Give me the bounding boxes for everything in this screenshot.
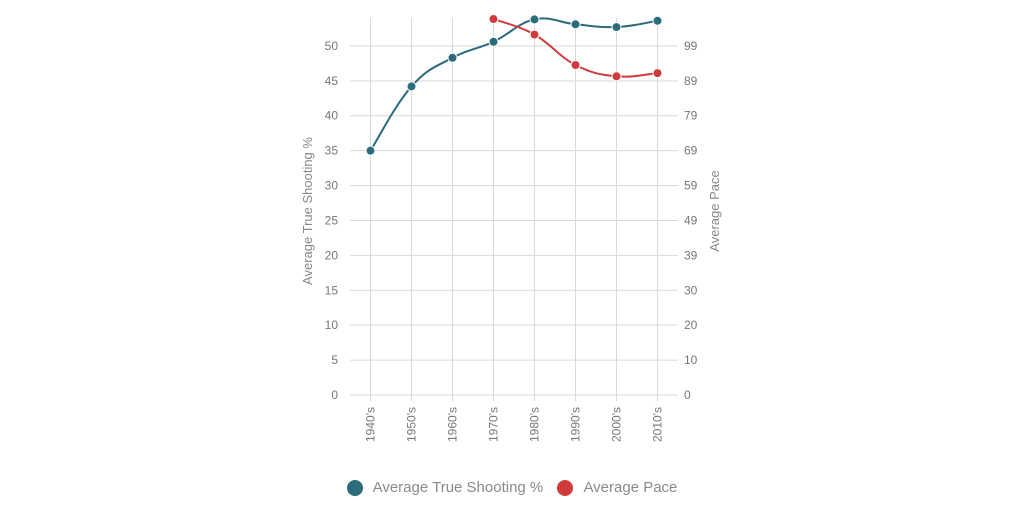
grid — [350, 18, 678, 401]
x-tick-label: 1970's — [487, 407, 501, 442]
right-tick-label: 79 — [684, 109, 698, 123]
right-tick-label: 69 — [684, 144, 698, 158]
right-tick-label: 20 — [684, 318, 698, 332]
data-point-pace[interactable] — [652, 68, 663, 79]
x-tick-label: 1990's — [569, 407, 583, 442]
left-tick-label: 20 — [325, 248, 339, 262]
x-axis-ticks: 1940's 1950's 1960's 1970's 1980's 1990's 2000… — [364, 407, 665, 442]
left-tick-label: 15 — [325, 283, 339, 297]
data-point-true-shooting[interactable] — [488, 36, 499, 47]
legend-label-true-shooting: Average True Shooting % — [372, 479, 544, 496]
right-axis-ticks: 0 10 20 30 39 49 59 69 79 89 99 — [684, 39, 698, 402]
data-point-pace[interactable] — [570, 59, 581, 70]
x-tick-label: 1940's — [364, 407, 378, 442]
data-point-pace[interactable] — [488, 14, 499, 25]
right-tick-label: 0 — [684, 388, 691, 402]
data-point-true-shooting[interactable] — [406, 81, 417, 92]
legend-item-true-shooting[interactable]: Average True Shooting % — [346, 479, 544, 496]
left-tick-label: 50 — [325, 39, 339, 53]
legend-item-pace[interactable]: Average Pace — [557, 479, 677, 496]
x-tick-label: 1960's — [446, 407, 460, 442]
legend-label-pace: Average Pace — [583, 479, 678, 496]
right-tick-label: 59 — [684, 179, 698, 193]
left-tick-label: 35 — [325, 144, 339, 158]
legend: Average True Shooting % Average Pace — [0, 479, 1024, 500]
right-tick-label: 39 — [684, 248, 698, 262]
left-tick-label: 5 — [331, 353, 338, 367]
data-point-true-shooting[interactable] — [652, 15, 663, 26]
data-point-pace[interactable] — [611, 71, 622, 82]
left-tick-label: 25 — [325, 213, 339, 227]
data-point-true-shooting[interactable] — [570, 19, 581, 30]
left-tick-label: 0 — [331, 388, 338, 402]
data-point-true-shooting[interactable] — [529, 14, 540, 25]
legend-marker-pace — [557, 479, 574, 496]
left-axis-ticks: 0 5 10 15 20 25 30 35 40 45 50 — [325, 39, 339, 402]
right-tick-label: 30 — [684, 283, 698, 297]
left-tick-label: 10 — [325, 318, 339, 332]
data-point-pace[interactable] — [529, 29, 540, 40]
x-tick-label: 2010's — [651, 407, 665, 442]
right-tick-label: 89 — [684, 74, 698, 88]
x-tick-label: 1950's — [405, 407, 419, 442]
right-tick-label: 10 — [684, 353, 698, 367]
x-tick-label: 1980's — [528, 407, 542, 442]
data-point-true-shooting[interactable] — [447, 52, 458, 63]
x-tick-label: 2000's — [610, 407, 624, 442]
left-tick-label: 40 — [325, 109, 339, 123]
right-tick-label: 99 — [684, 39, 698, 53]
data-point-true-shooting[interactable] — [365, 145, 376, 156]
right-tick-label: 49 — [684, 213, 698, 227]
series — [365, 14, 663, 156]
left-axis-title: Average True Shooting % — [300, 137, 315, 285]
right-axis-title: Average Pace — [707, 170, 722, 251]
left-tick-label: 30 — [325, 179, 339, 193]
left-tick-label: 45 — [325, 74, 339, 88]
data-point-true-shooting[interactable] — [611, 22, 622, 33]
legend-marker-true-shooting — [346, 479, 363, 496]
